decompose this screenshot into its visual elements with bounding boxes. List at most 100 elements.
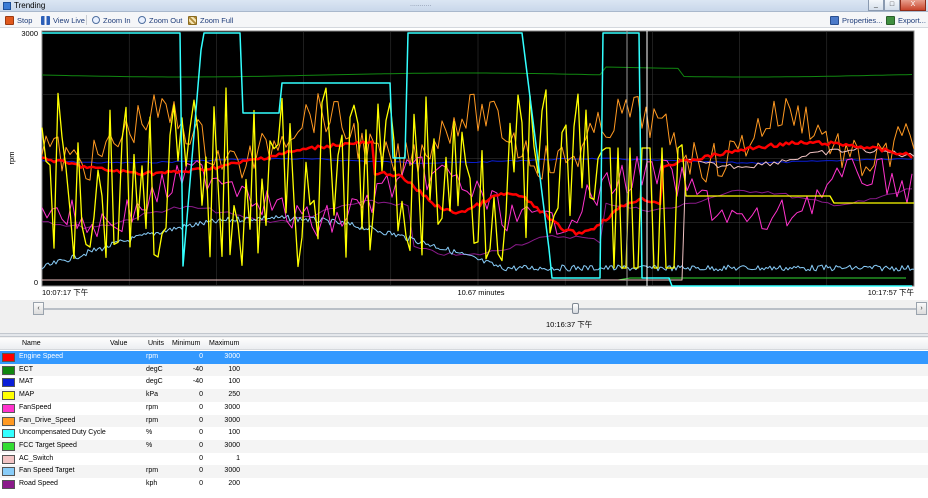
channel-minimum: 0 <box>199 480 203 487</box>
trend-chart-panel: 3000 0 rpm 10:07:17 下午 10.67 minutes 10:… <box>0 28 928 300</box>
map-trace <box>41 87 914 269</box>
plot-grid <box>42 31 914 286</box>
x-axis-start-time: 10:07:17 下午 <box>42 287 89 297</box>
trend-chart[interactable]: 3000 0 rpm 10:07:17 下午 10.67 minutes 10:… <box>0 28 928 300</box>
table-row[interactable]: Engine Speed rpm 0 3000 <box>0 351 928 364</box>
zoom-out-label: Zoom Out <box>149 15 183 25</box>
maximize-button[interactable]: □ <box>884 0 900 11</box>
export-icon <box>886 15 895 25</box>
title-bar: Trending ........... _ □ X <box>0 0 928 12</box>
channel-minimum: 0 <box>199 429 203 437</box>
column-header-units[interactable]: Units <box>148 340 164 347</box>
properties-icon <box>830 15 839 25</box>
zoom-full-icon <box>188 15 197 25</box>
zoom-in-button[interactable]: Zoom In <box>92 14 131 26</box>
time-scrollbar[interactable]: ‹ › <box>33 302 927 316</box>
column-header-maximum[interactable]: Maximum <box>209 340 240 347</box>
engine-speed-trace <box>41 140 913 236</box>
channel-units: kph <box>146 480 158 487</box>
color-swatch[interactable] <box>2 429 15 439</box>
export-button[interactable]: Export... <box>886 14 926 26</box>
scroll-right-button[interactable]: › <box>916 302 927 315</box>
channel-minimum: 0 <box>199 391 203 399</box>
color-swatch[interactable] <box>2 416 15 426</box>
zoom-out-icon <box>138 16 146 24</box>
table-row[interactable]: ECT degC -40 100 <box>0 363 928 377</box>
zoom-out-button[interactable]: Zoom Out <box>138 14 182 26</box>
view-live-button[interactable]: View Live <box>41 14 85 26</box>
color-swatch[interactable] <box>2 480 15 489</box>
duty-cycle-trace <box>42 32 912 287</box>
panel-splitter[interactable] <box>0 333 928 337</box>
channel-units: rpm <box>146 467 159 475</box>
zoom-full-button[interactable]: Zoom Full <box>188 14 233 26</box>
channel-name: ECT <box>19 365 33 373</box>
channel-name: MAT <box>19 378 34 386</box>
properties-label: Properties... <box>842 15 883 25</box>
channel-name: Fan_Drive_Speed <box>19 416 76 424</box>
table-row[interactable]: MAP kPa 0 250 <box>0 389 928 402</box>
column-header-value[interactable]: Value <box>110 340 128 347</box>
color-swatch[interactable] <box>2 353 15 362</box>
channel-name: Engine Speed <box>19 353 63 360</box>
channel-table: Name Value Units Minimum Maximum Engine … <box>0 338 928 498</box>
channel-name: AC_Switch <box>19 454 54 462</box>
scroll-thumb[interactable] <box>571 303 579 314</box>
zoom-in-label: Zoom In <box>103 15 131 25</box>
channel-minimum: 0 <box>199 441 203 449</box>
channel-minimum: -40 <box>192 378 203 386</box>
channel-minimum: -40 <box>192 365 203 373</box>
scroll-left-button[interactable]: ‹ <box>33 302 44 315</box>
trace-lines <box>41 31 915 287</box>
zoom-in-icon <box>92 16 100 24</box>
stop-button[interactable]: Stop <box>5 14 32 26</box>
color-swatch[interactable] <box>2 403 15 413</box>
y-axis-title: rpm <box>7 152 16 165</box>
table-header: Name Value Units Minimum Maximum <box>0 338 928 350</box>
y-axis-min-label: 0 <box>34 278 38 287</box>
channel-maximum: 3000 <box>224 403 240 411</box>
fan-drive-speed-trace <box>41 93 915 183</box>
table-row[interactable]: Fan_Drive_Speed rpm 0 3000 <box>0 414 928 428</box>
ac-switch-trace <box>42 147 915 281</box>
stop-label: Stop <box>17 15 33 25</box>
channel-units: kPa <box>146 391 159 399</box>
channel-name: Road Speed <box>19 480 58 487</box>
y-axis-max-label: 3000 <box>21 29 38 38</box>
inactive-window-title: ........... <box>410 1 432 8</box>
channel-maximum: 3000 <box>224 467 240 475</box>
x-axis-end-time: 10:17:57 下午 <box>868 287 915 297</box>
color-swatch[interactable] <box>2 391 15 401</box>
table-row[interactable]: FanSpeed rpm 0 3000 <box>0 402 928 415</box>
color-swatch[interactable] <box>2 441 15 451</box>
channel-maximum: 250 <box>228 391 240 399</box>
close-button[interactable]: X <box>900 0 926 11</box>
color-swatch[interactable] <box>2 378 15 388</box>
color-swatch[interactable] <box>2 467 15 477</box>
table-row[interactable]: FCC Target Speed% 0 3000 <box>0 439 928 453</box>
table-row[interactable]: MAT degC -40 100 <box>0 376 928 389</box>
toolbar-separator <box>86 15 87 25</box>
column-header-name[interactable]: Name <box>22 340 41 347</box>
channel-maximum: 100 <box>228 365 240 373</box>
minimize-button[interactable]: _ <box>868 0 884 11</box>
channel-maximum: 1 <box>236 454 240 462</box>
export-label: Export... <box>898 15 926 25</box>
color-swatch[interactable] <box>2 454 15 464</box>
table-row[interactable]: Road Speed kph 0 200 <box>0 478 928 491</box>
column-header-minimum[interactable]: Minimum <box>172 340 201 347</box>
channel-units: rpm <box>146 353 159 360</box>
table-row[interactable]: AC_Switch 0 1 <box>0 453 928 466</box>
channel-name: FCC Target Speed <box>19 441 77 449</box>
properties-button[interactable]: Properties... <box>830 14 882 26</box>
channel-minimum: 0 <box>199 454 203 462</box>
table-row[interactable]: Fan Speed Target rpm 0 3000 <box>0 465 928 478</box>
window-title: Trending <box>14 1 46 10</box>
scroll-track[interactable] <box>44 308 916 310</box>
fan-speed-trace <box>41 156 913 238</box>
color-swatch[interactable] <box>2 365 15 375</box>
toolbar: Stop View Live Zoom In Zoom Out Zoom Ful… <box>0 12 928 28</box>
channel-minimum: 0 <box>199 416 203 424</box>
table-row[interactable]: Uncompensated Duty Cycle% 0 100 <box>0 427 928 440</box>
channel-name: FanSpeed <box>19 403 52 411</box>
